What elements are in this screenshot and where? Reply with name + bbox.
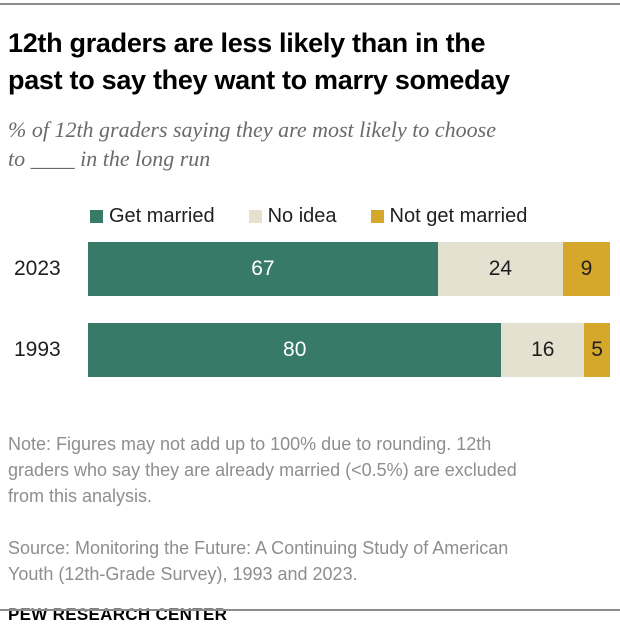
legend-label: No idea (267, 204, 337, 227)
year-label: 1993 (14, 338, 61, 361)
bar-row: 1993 80 16 5 (0, 323, 620, 377)
legend: Get married No idea Not get married (90, 205, 620, 227)
bottom-rule (0, 609, 620, 611)
year-label: 2023 (14, 257, 61, 280)
legend-label: Not get married (389, 204, 528, 227)
note-text: Note: Figures may not add up to 100% due… (0, 405, 620, 587)
bar-segment: 16 (501, 323, 585, 377)
bar-segment: 9 (563, 242, 610, 296)
legend-label: Get married (109, 204, 215, 227)
source-line: Source: Monitoring the Future: A Continu… (8, 538, 509, 584)
legend-item: No idea (248, 204, 337, 228)
stacked-bar: 67 24 9 (88, 242, 610, 296)
bar-segment: 80 (88, 323, 502, 377)
legend-swatch-icon (370, 209, 384, 223)
note-line: Note: Figures may not add up to 100% due… (8, 434, 517, 506)
legend-swatch-icon (248, 209, 262, 223)
legend-item: Get married (90, 205, 215, 228)
chart-subtitle: % of 12th graders saying they are most l… (8, 117, 496, 171)
legend-swatch-icon (90, 209, 103, 223)
bar-row: 2023 67 24 9 (0, 242, 620, 296)
bar-segment: 24 (437, 242, 564, 296)
brand-footer: PEW RESEARCH CENTER (8, 605, 228, 624)
bar-segment: 67 (88, 242, 438, 296)
chart-rows: 2023 67 24 9 1993 80 16 5 (0, 242, 620, 377)
stacked-bar: 80 16 5 (88, 323, 610, 377)
top-rule (0, 3, 620, 5)
page-title: 12th graders are less likely than in the… (8, 28, 510, 95)
bar-segment: 5 (584, 323, 610, 377)
legend-item: Not get married (370, 204, 528, 228)
